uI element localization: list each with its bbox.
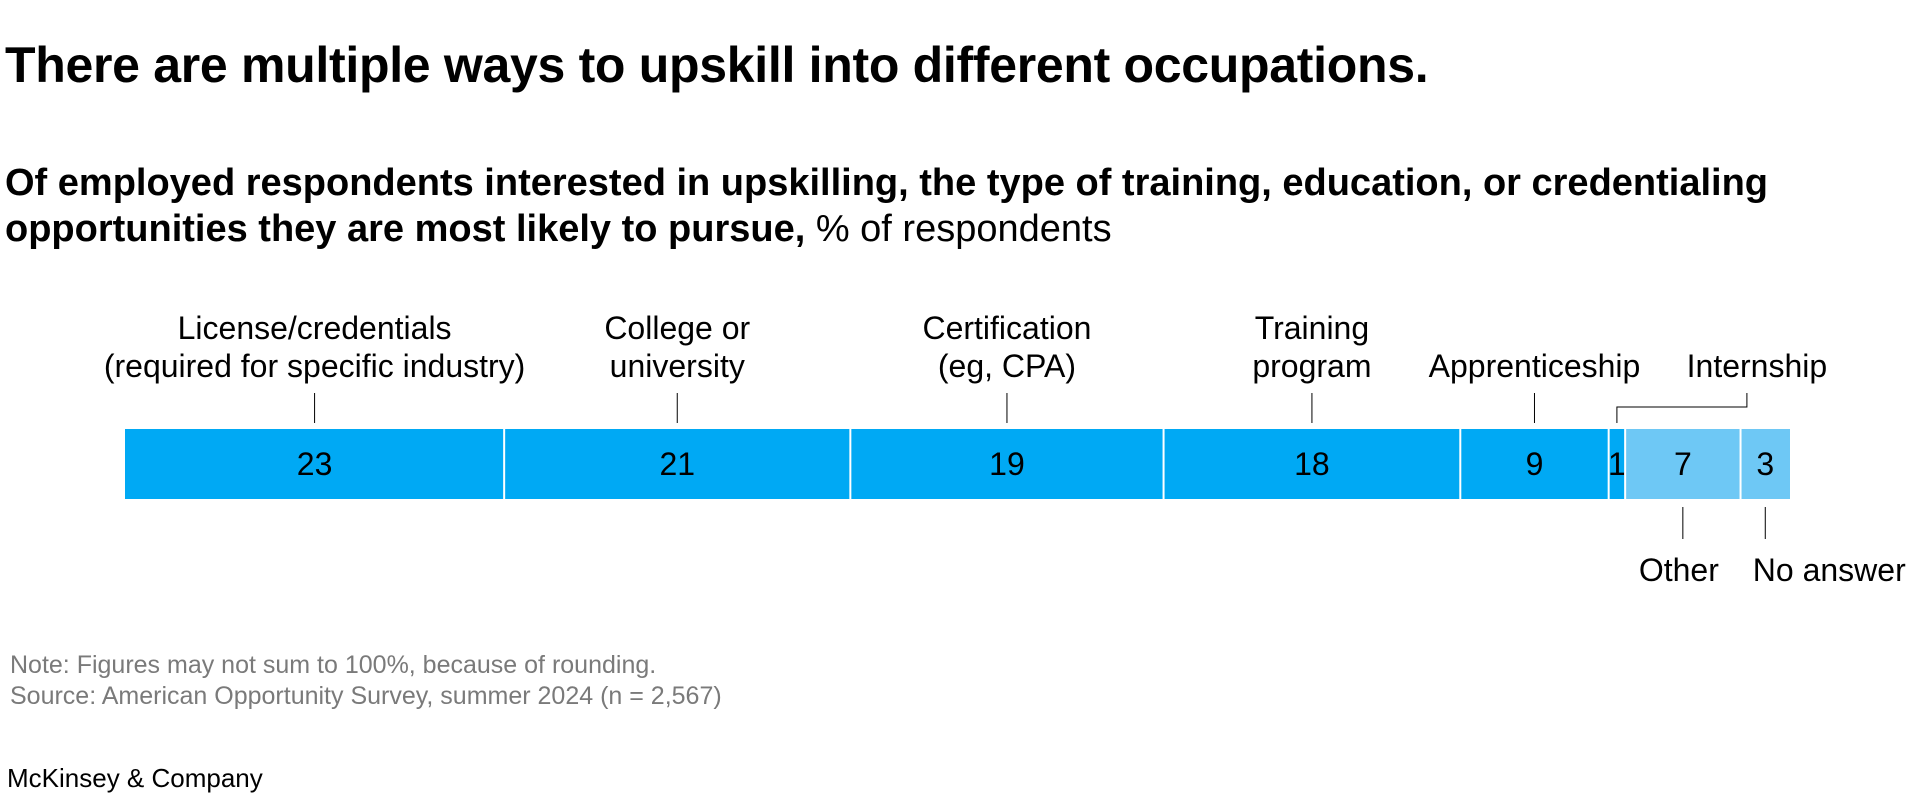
value-label-no-answer: 3 <box>1756 446 1774 482</box>
bar-segment-license-credentials <box>125 429 505 499</box>
bar-segment-training <box>1163 429 1461 499</box>
value-label-college-or: 21 <box>659 446 695 482</box>
brand-logo-text: McKinsey & Company <box>7 763 263 793</box>
source-text: Source: American Opportunity Survey, sum… <box>10 682 722 710</box>
value-label-license-credentials: 23 <box>297 446 333 482</box>
leader-line-internship <box>1616 393 1748 423</box>
chart-title: There are multiple ways to upskill into … <box>5 37 1429 93</box>
category-label-certification-line-2: (eg, CPA) <box>938 348 1076 384</box>
category-label-internship-line-1: Internship <box>1687 348 1828 384</box>
category-label-other-line-1: Other <box>1639 552 1719 588</box>
chart-subtitle: Of employed respondents interested in up… <box>5 160 1885 252</box>
bar-segment-no-answer <box>1740 429 1790 499</box>
category-label-college-or-line-1: College or <box>604 310 750 346</box>
category-label-training-line-1: Training <box>1255 310 1369 346</box>
subtitle-text: Of employed respondents interested in up… <box>5 162 1769 250</box>
value-label-other: 7 <box>1674 446 1692 482</box>
value-label-certification: 19 <box>989 446 1025 482</box>
subtitle-unit: % of respondents <box>815 208 1112 250</box>
category-label-no-answer-line-1: No answer <box>1753 552 1906 588</box>
category-label-certification-line-1: Certification <box>922 310 1091 346</box>
bar-segment-other <box>1625 429 1741 499</box>
value-label-apprenticeship: 9 <box>1526 446 1544 482</box>
bar-segment-college-or <box>504 429 851 499</box>
bar-segment-apprenticeship <box>1460 429 1609 499</box>
value-label-internship: 1 <box>1608 446 1626 482</box>
value-label-training: 18 <box>1294 446 1330 482</box>
category-label-college-or-line-2: university <box>610 348 745 384</box>
category-label-training-line-2: program <box>1252 348 1371 384</box>
bar-segment-internship <box>1608 429 1626 499</box>
stacked-bar-chart: 23 21 19 18 9 1 7 3 License/credentials(required… <box>104 310 1906 588</box>
category-label-apprenticeship-line-1: Apprenticeship <box>1429 348 1641 384</box>
chart-notes: Note: Figures may not sum to 100%, becau… <box>10 650 722 712</box>
note-text: Note: Figures may not sum to 100%, becau… <box>10 651 657 679</box>
category-label-license-credentials-line-1: License/credentials <box>178 310 452 346</box>
bar-segment-certification <box>850 429 1164 499</box>
category-label-license-credentials-line-2: (required for specific industry) <box>104 348 525 384</box>
